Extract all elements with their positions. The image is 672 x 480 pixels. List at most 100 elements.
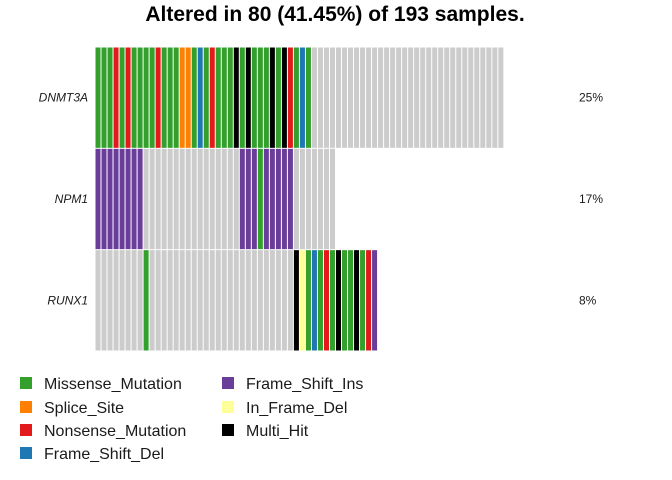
cell-runx1-none: [107, 250, 113, 351]
cell-npm1-none: [203, 148, 209, 250]
cell-npm1-frame-shift-ins: [107, 148, 113, 250]
cell-runx1-none: [263, 250, 269, 351]
cell-dnmt3a-none: [317, 47, 323, 148]
cell-runx1-frame-shift-ins: [372, 250, 378, 351]
gene-label-runx1: RUNX1: [47, 293, 88, 307]
cell-dnmt3a-none: [372, 47, 378, 148]
cell-runx1-none: [137, 250, 143, 351]
cell-runx1-none: [185, 250, 191, 351]
legend-swatch-frame-shift-del: [20, 447, 32, 459]
cell-runx1-none: [125, 250, 131, 351]
cell-runx1-none: [287, 250, 293, 351]
cell-runx1-missense-mutation: [317, 250, 323, 351]
cell-dnmt3a-nonsense-mutation: [155, 47, 161, 148]
cell-npm1-frame-shift-ins: [137, 148, 143, 250]
heatmap-cells: [95, 47, 504, 351]
cell-npm1-frame-shift-ins: [239, 148, 245, 250]
cell-dnmt3a-none: [329, 47, 335, 148]
cell-dnmt3a-frame-shift-del: [299, 47, 305, 148]
cell-npm1-frame-shift-ins: [95, 148, 101, 250]
cell-npm1-frame-shift-ins: [275, 148, 281, 250]
cell-dnmt3a-missense-mutation: [95, 47, 101, 148]
cell-dnmt3a-none: [390, 47, 396, 148]
cell-runx1-none: [191, 250, 197, 351]
cell-dnmt3a-missense-mutation: [221, 47, 227, 148]
cell-runx1-missense-mutation: [342, 250, 348, 351]
cell-runx1-missense-mutation: [305, 250, 311, 351]
cell-dnmt3a-none: [354, 47, 360, 148]
cell-dnmt3a-multi-hit: [245, 47, 251, 148]
cell-dnmt3a-none: [323, 47, 329, 148]
cell-dnmt3a-missense-mutation: [191, 47, 197, 148]
cell-dnmt3a-missense-mutation: [137, 47, 143, 148]
percent-labels: 25% 17% 8%: [579, 91, 603, 308]
percent-label-runx1: 8%: [579, 293, 597, 307]
legend-label-frame-shift-del: Frame_Shift_Del: [44, 446, 164, 463]
cell-dnmt3a-multi-hit: [281, 47, 287, 148]
cell-dnmt3a-missense-mutation: [215, 47, 221, 148]
cell-runx1-multi-hit: [293, 250, 299, 351]
cell-npm1-none: [215, 148, 221, 250]
cell-npm1-none: [317, 148, 323, 250]
cell-dnmt3a-none: [366, 47, 372, 148]
cell-dnmt3a-missense-mutation: [275, 47, 281, 148]
cell-runx1-none: [239, 250, 245, 351]
cell-runx1-none: [209, 250, 215, 351]
cell-npm1-none: [173, 148, 179, 250]
cell-npm1-none: [155, 148, 161, 250]
cell-dnmt3a-none: [311, 47, 317, 148]
gene-label-npm1: NPM1: [55, 192, 88, 206]
cell-dnmt3a-missense-mutation: [131, 47, 137, 148]
cell-npm1-frame-shift-ins: [131, 148, 137, 250]
cell-npm1-none: [167, 148, 173, 250]
cell-dnmt3a-none: [474, 47, 480, 148]
cell-runx1-none: [119, 250, 125, 351]
cell-runx1-none: [179, 250, 185, 351]
cell-runx1-missense-mutation: [348, 250, 354, 351]
cell-dnmt3a-none: [450, 47, 456, 148]
cell-npm1-none: [329, 148, 335, 250]
cell-npm1-frame-shift-ins: [269, 148, 275, 250]
cell-runx1-none: [233, 250, 239, 351]
cell-runx1-none: [161, 250, 167, 351]
cell-npm1-frame-shift-ins: [119, 148, 125, 250]
cell-dnmt3a-splice-site: [179, 47, 185, 148]
cell-npm1-none: [209, 148, 215, 250]
cell-dnmt3a-missense-mutation: [305, 47, 311, 148]
cell-dnmt3a-none: [480, 47, 486, 148]
cell-dnmt3a-frame-shift-del: [197, 47, 203, 148]
cell-runx1-none: [197, 250, 203, 351]
legend-label-in-frame-del: In_Frame_Del: [246, 400, 347, 417]
cell-runx1-missense-mutation: [360, 250, 366, 351]
cell-dnmt3a-missense-mutation: [251, 47, 257, 148]
cell-dnmt3a-none: [438, 47, 444, 148]
cell-npm1-frame-shift-ins: [101, 148, 107, 250]
cell-dnmt3a-missense-mutation: [149, 47, 155, 148]
cell-dnmt3a-nonsense-mutation: [125, 47, 131, 148]
cell-dnmt3a-none: [336, 47, 342, 148]
legend-label-multi-hit: Multi_Hit: [246, 423, 309, 440]
legend-swatch-frame-shift-ins: [222, 377, 234, 389]
heatmap-background: [95, 47, 576, 351]
cell-runx1-none: [221, 250, 227, 351]
cell-npm1-none: [299, 148, 305, 250]
cell-runx1-none: [215, 250, 221, 351]
cell-dnmt3a-none: [444, 47, 450, 148]
cell-dnmt3a-none: [468, 47, 474, 148]
cell-npm1-none: [185, 148, 191, 250]
cell-dnmt3a-none: [456, 47, 462, 148]
cell-npm1-frame-shift-ins: [251, 148, 257, 250]
cell-runx1-none: [131, 250, 137, 351]
cell-dnmt3a-missense-mutation: [107, 47, 113, 148]
cell-dnmt3a-none: [348, 47, 354, 148]
legend-swatch-splice-site: [20, 401, 32, 413]
cell-dnmt3a-none: [402, 47, 408, 148]
cell-npm1-none: [161, 148, 167, 250]
cell-runx1-none: [155, 250, 161, 351]
cell-runx1-none: [95, 250, 101, 351]
cell-runx1-frame-shift-del: [311, 250, 317, 351]
cell-dnmt3a-missense-mutation: [101, 47, 107, 148]
cell-runx1-none: [227, 250, 233, 351]
cell-runx1-none: [269, 250, 275, 351]
cell-runx1-multi-hit: [354, 250, 360, 351]
